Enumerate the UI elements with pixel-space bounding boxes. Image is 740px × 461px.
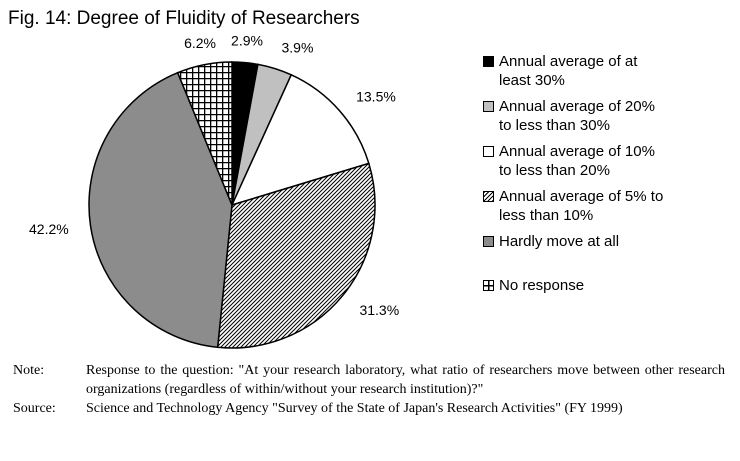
legend-swatch bbox=[483, 191, 494, 202]
pie-slice bbox=[216, 162, 376, 349]
pie-slice bbox=[88, 71, 233, 349]
legend-item: Annual average of 5% to less than 10% bbox=[483, 187, 733, 225]
legend-label-line: No response bbox=[499, 277, 585, 294]
note-row: Note: Response to the question: "At your… bbox=[13, 361, 725, 399]
slice-percent-label: 42.2% bbox=[29, 221, 69, 237]
legend-swatch bbox=[483, 280, 494, 291]
legend-label: Annual average of at least 30% bbox=[499, 52, 637, 90]
note-label: Note: bbox=[13, 363, 45, 378]
legend-item: Annual average of at least 30% bbox=[483, 52, 733, 90]
note-text: Response to the question: "At your resea… bbox=[86, 363, 725, 397]
legend-swatch bbox=[483, 101, 494, 112]
legend-item: Annual average of 10% to less than 20% bbox=[483, 142, 733, 180]
legend-label-line: Annual average of 5% to bbox=[499, 188, 664, 205]
pie-slice bbox=[176, 61, 233, 206]
legend-label-line: Annual average of 20% bbox=[499, 98, 655, 115]
legend-label: Annual average of 20% to less than 30% bbox=[499, 97, 655, 135]
slice-percent-label: 31.3% bbox=[359, 302, 399, 318]
pie-slice bbox=[230, 73, 370, 207]
legend-swatch bbox=[483, 236, 494, 247]
legend-label: Annual average of 5% to less than 10% bbox=[499, 187, 663, 225]
legend-swatch bbox=[483, 56, 494, 67]
slice-percent-label: 6.2% bbox=[184, 35, 216, 51]
source-label: Source: bbox=[13, 401, 56, 416]
legend-label-line: to less than 30% bbox=[499, 117, 610, 134]
legend-label: Annual average of 10% to less than 20% bbox=[499, 142, 655, 180]
legend-item: Hardly move at all bbox=[483, 232, 733, 251]
legend-label-line: to less than 20% bbox=[499, 162, 610, 179]
source-text: Science and Technology Agency "Survey of… bbox=[86, 401, 623, 416]
source-row: Source: Science and Technology Agency "S… bbox=[13, 399, 725, 418]
legend-label: Hardly move at all bbox=[499, 232, 619, 251]
slice-percent-label: 13.5% bbox=[356, 88, 396, 104]
legend-label: No response bbox=[499, 276, 584, 295]
legend-label-line: Annual average of at bbox=[499, 53, 638, 70]
legend-item: Annual average of 20% to less than 30% bbox=[483, 97, 733, 135]
slice-percent-label: 3.9% bbox=[282, 40, 314, 56]
chart-title: Fig. 14: Degree of Fluidity of Researche… bbox=[8, 8, 360, 29]
legend: Annual average of at least 30% Annual aver… bbox=[483, 52, 733, 295]
legend-swatch bbox=[483, 146, 494, 157]
legend-item: No response bbox=[483, 276, 733, 295]
legend-label-line: less than 10% bbox=[499, 207, 594, 224]
legend-label-line: least 30% bbox=[499, 72, 565, 89]
legend-label-line: Hardly move at all bbox=[499, 233, 620, 250]
notes: Note: Response to the question: "At your… bbox=[13, 361, 725, 418]
legend-label-line: Annual average of 10% bbox=[499, 143, 655, 160]
slice-percent-label: 2.9% bbox=[231, 33, 263, 49]
